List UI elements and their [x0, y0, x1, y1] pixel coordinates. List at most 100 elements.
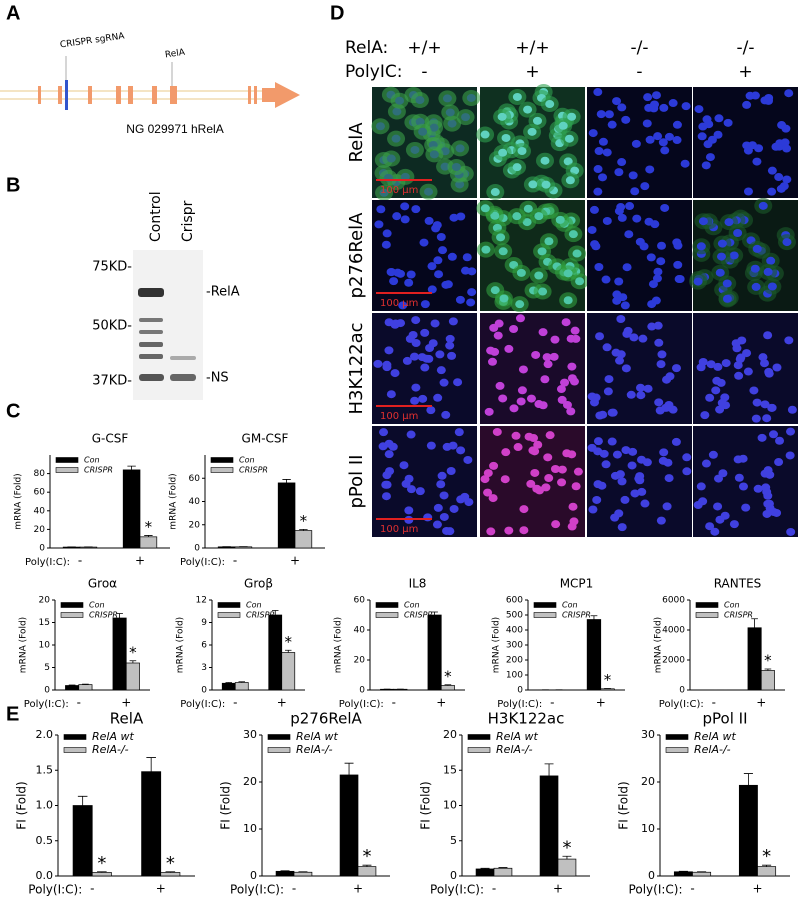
- cell-nucleus: [513, 443, 523, 452]
- cell-nucleus: [601, 460, 611, 469]
- significance-mark: *: [562, 837, 571, 858]
- cell-nucleus: [549, 352, 559, 361]
- cell-nucleus: [630, 187, 640, 196]
- significance-mark: *: [444, 667, 452, 685]
- error-bar: [480, 867, 490, 869]
- cell-nucleus: [446, 466, 456, 475]
- cell-nucleus: [481, 245, 491, 254]
- y-axis-label: FI (Fold): [617, 781, 631, 829]
- cell-nucleus: [632, 214, 642, 223]
- cell-nucleus: [596, 110, 606, 119]
- cell-nucleus: [587, 443, 597, 452]
- x-tick-label: -: [233, 696, 237, 710]
- cell-nucleus: [737, 336, 747, 345]
- cell-nucleus: [532, 484, 542, 493]
- cell-nucleus: [672, 120, 682, 129]
- cell-nucleus: [657, 241, 667, 250]
- cell-nucleus: [439, 512, 449, 521]
- y-tick-label: 6: [201, 641, 207, 651]
- cell-nucleus: [436, 366, 446, 375]
- x-tick-label: -: [292, 882, 296, 896]
- cell-nucleus: [656, 360, 666, 369]
- y-tick-label: 0: [679, 686, 685, 696]
- cell-nucleus: [439, 378, 449, 387]
- cell-nucleus: [544, 474, 554, 483]
- cell-nucleus: [404, 278, 414, 287]
- y-axis-label: mRNA (Fold): [169, 473, 179, 529]
- cell-nucleus: [381, 492, 391, 501]
- cell-nucleus: [538, 328, 548, 337]
- cell-nucleus: [601, 275, 611, 284]
- cell-nucleus: [656, 257, 666, 266]
- y-tick-label: 0: [194, 544, 200, 554]
- error-bar: [498, 867, 508, 869]
- significance-mark: *: [362, 846, 371, 867]
- cell-nucleus: [604, 110, 614, 119]
- cell-nucleus: [483, 488, 493, 497]
- y-tick-label: 2.0: [36, 728, 54, 741]
- x-tick-label: -: [78, 554, 82, 568]
- cell-nucleus: [658, 138, 668, 147]
- y-tick-label: 0: [517, 686, 523, 696]
- cell-nucleus: [698, 217, 708, 226]
- cell-nucleus: [406, 270, 416, 279]
- gene-diagram: CRISPR sgRNA RelA NG 029971 hRelA: [0, 31, 300, 136]
- panel-label: E: [6, 703, 19, 725]
- cell-nucleus: [771, 142, 781, 151]
- legend-swatch: [665, 747, 689, 753]
- blot-bands: [138, 288, 196, 381]
- cell-nucleus: [672, 238, 682, 247]
- cell-nucleus: [464, 498, 474, 507]
- cell-nucleus: [714, 114, 724, 123]
- legend-label: Con: [404, 601, 420, 610]
- header-label: PolyIC:: [345, 62, 402, 82]
- legend-swatch: [60, 612, 84, 618]
- cell-nucleus: [542, 353, 552, 362]
- cell-nucleus: [484, 407, 494, 416]
- error-bar: [764, 668, 772, 671]
- cell-nucleus: [599, 449, 609, 458]
- cell-nucleus: [445, 341, 455, 350]
- bar: [294, 530, 313, 549]
- cell-nucleus: [763, 466, 773, 475]
- cell-nucleus: [635, 476, 645, 485]
- x-tick-label: +: [752, 882, 762, 896]
- cell-nucleus: [591, 393, 601, 402]
- cell-nucleus: [592, 495, 602, 504]
- cell-nucleus: [400, 215, 410, 224]
- y-tick-label: 400: [506, 626, 523, 636]
- cell-nucleus: [504, 526, 514, 535]
- cell-nucleus: [594, 262, 604, 271]
- cell-nucleus: [445, 108, 455, 117]
- cell-nucleus: [774, 173, 784, 182]
- bar: [738, 784, 758, 877]
- cell-nucleus: [654, 338, 664, 347]
- cell-nucleus: [643, 93, 653, 102]
- cell-nucleus: [612, 450, 622, 459]
- cell-nucleus: [616, 314, 626, 323]
- x-tick-label: +: [156, 882, 166, 896]
- scale-bar-label: 100 μm: [380, 185, 418, 196]
- cell-nucleus: [526, 479, 536, 488]
- x-axis-label: Poly(I:C):: [659, 699, 704, 710]
- cell-nucleus: [568, 502, 578, 511]
- y-axis-label: mRNA (Fold): [654, 617, 664, 673]
- cell-nucleus: [533, 440, 543, 449]
- cell-nucleus: [729, 520, 739, 529]
- cell-nucleus: [480, 130, 490, 139]
- chart-title: Groβ: [244, 577, 273, 591]
- y-tick-label: 60: [354, 596, 366, 606]
- cell-nucleus: [461, 113, 471, 122]
- cell-nucleus: [410, 396, 420, 405]
- cell-nucleus: [406, 485, 416, 494]
- error-bar: [271, 610, 279, 615]
- cell-nucleus: [490, 188, 500, 197]
- cell-nucleus: [767, 282, 777, 291]
- x-tick-label: +: [135, 554, 145, 568]
- cell-nucleus: [716, 378, 726, 387]
- y-tick-label: 20: [243, 775, 257, 788]
- cell-nucleus: [642, 119, 652, 128]
- legend-swatch: [55, 457, 79, 463]
- cell-nucleus: [635, 237, 645, 246]
- exons: [38, 82, 300, 108]
